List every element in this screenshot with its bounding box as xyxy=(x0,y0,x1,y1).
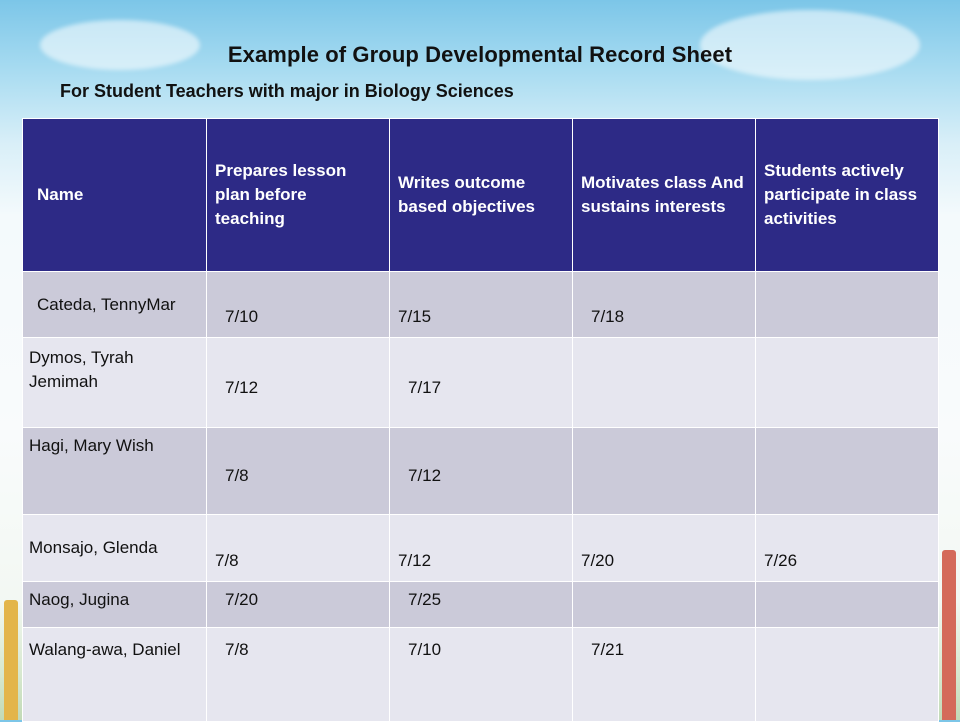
student-name: Cateda, TennyMar xyxy=(22,271,207,338)
date-cell: 7/10 xyxy=(206,271,390,338)
page-subtitle: For Student Teachers with major in Biolo… xyxy=(60,81,514,101)
table-row: Cateda, TennyMar 7/10 7/15 7/18 xyxy=(22,271,939,338)
table-row: Walang-awa, Daniel 7/8 7/10 7/21 xyxy=(22,627,939,722)
date-cell xyxy=(572,581,756,628)
table-row: Monsajo, Glenda 7/8 7/12 7/20 7/26 xyxy=(22,514,939,582)
date-cell: 7/26 xyxy=(755,514,939,582)
column-header-motivates: Motivates class And sustains interests xyxy=(572,118,756,272)
background-cloud xyxy=(40,20,200,70)
table-header-row: Name Prepares lesson plan before teachin… xyxy=(22,118,939,272)
date-cell: 7/12 xyxy=(206,337,390,428)
record-table: Name Prepares lesson plan before teachin… xyxy=(22,118,939,722)
column-header-name: Name xyxy=(22,118,207,272)
background-pencil xyxy=(4,600,18,720)
page-title: Example of Group Developmental Record Sh… xyxy=(227,42,733,67)
date-cell xyxy=(755,627,939,722)
date-cell: 7/17 xyxy=(389,337,573,428)
date-cell: 7/20 xyxy=(572,514,756,582)
date-cell: 7/25 xyxy=(389,581,573,628)
date-cell xyxy=(755,427,939,515)
date-cell: 7/8 xyxy=(206,514,390,582)
date-cell: 7/8 xyxy=(206,427,390,515)
student-name: Walang-awa, Daniel xyxy=(22,627,207,722)
table-row: Naog, Jugina 7/20 7/25 xyxy=(22,581,939,628)
date-cell: 7/8 xyxy=(206,627,390,722)
date-cell: 7/10 xyxy=(389,627,573,722)
date-cell xyxy=(572,427,756,515)
date-cell: 7/12 xyxy=(389,427,573,515)
student-name: Monsajo, Glenda xyxy=(22,514,207,582)
date-cell xyxy=(755,271,939,338)
date-cell xyxy=(572,337,756,428)
column-header-lesson-plan: Prepares lesson plan before teaching xyxy=(206,118,390,272)
student-name: Naog, Jugina xyxy=(22,581,207,628)
column-header-participation: Students actively participate in class a… xyxy=(755,118,939,272)
background-pencil xyxy=(942,550,956,720)
background-cloud xyxy=(700,10,920,80)
table-row: Dymos, Tyrah Jemimah 7/12 7/17 xyxy=(22,337,939,428)
date-cell: 7/18 xyxy=(572,271,756,338)
student-name: Hagi, Mary Wish xyxy=(22,427,207,515)
date-cell: 7/21 xyxy=(572,627,756,722)
date-cell: 7/12 xyxy=(389,514,573,582)
table-row: Hagi, Mary Wish 7/8 7/12 xyxy=(22,427,939,515)
date-cell: 7/20 xyxy=(206,581,390,628)
date-cell xyxy=(755,337,939,428)
date-cell xyxy=(755,581,939,628)
student-name: Dymos, Tyrah Jemimah xyxy=(22,337,207,428)
column-header-objectives: Writes outcome based objectives xyxy=(389,118,573,272)
date-cell: 7/15 xyxy=(389,271,573,338)
